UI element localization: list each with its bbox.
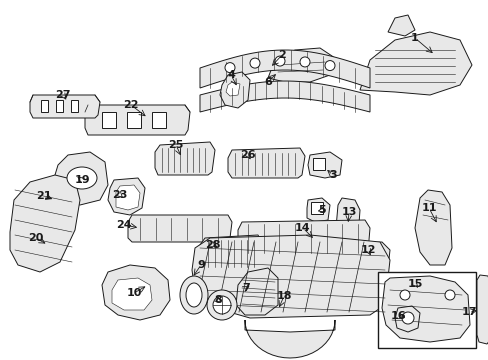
Polygon shape: [10, 175, 80, 272]
Polygon shape: [155, 142, 215, 175]
Bar: [349, 248, 364, 266]
Polygon shape: [192, 235, 389, 318]
Text: 6: 6: [264, 77, 271, 87]
Circle shape: [206, 290, 237, 320]
Polygon shape: [128, 215, 231, 242]
Text: 11: 11: [420, 203, 436, 213]
Text: 14: 14: [295, 223, 310, 233]
Polygon shape: [85, 105, 190, 135]
Bar: [152, 112, 165, 128]
Text: 25: 25: [168, 140, 183, 150]
Ellipse shape: [180, 276, 207, 314]
Circle shape: [401, 312, 413, 324]
Polygon shape: [476, 275, 488, 344]
Polygon shape: [359, 32, 471, 95]
Polygon shape: [341, 242, 389, 272]
Text: 19: 19: [74, 175, 90, 185]
Text: 24: 24: [116, 220, 132, 230]
Text: 18: 18: [276, 291, 291, 301]
Text: 13: 13: [341, 207, 356, 217]
Polygon shape: [225, 82, 240, 96]
Circle shape: [213, 296, 230, 314]
Text: 17: 17: [460, 307, 476, 317]
Text: 20: 20: [28, 233, 43, 243]
Polygon shape: [267, 48, 334, 82]
Bar: [377, 272, 475, 348]
Bar: [127, 112, 141, 128]
Bar: [102, 112, 116, 128]
Text: 21: 21: [36, 191, 52, 201]
Polygon shape: [244, 320, 334, 358]
Text: 8: 8: [214, 295, 222, 305]
Text: 15: 15: [407, 279, 422, 289]
Polygon shape: [238, 220, 369, 256]
Polygon shape: [414, 190, 451, 265]
Text: 12: 12: [360, 245, 375, 255]
Polygon shape: [307, 152, 341, 178]
Circle shape: [224, 63, 235, 73]
Text: 9: 9: [197, 260, 204, 270]
Text: 26: 26: [240, 150, 255, 160]
Polygon shape: [200, 235, 262, 270]
Bar: [71, 100, 78, 112]
Polygon shape: [387, 15, 414, 36]
Polygon shape: [112, 278, 152, 310]
Polygon shape: [236, 268, 278, 315]
Circle shape: [299, 57, 309, 67]
Ellipse shape: [67, 167, 97, 189]
Polygon shape: [108, 178, 145, 215]
Text: 16: 16: [390, 311, 406, 321]
Circle shape: [249, 58, 260, 68]
Text: 27: 27: [55, 90, 71, 100]
Polygon shape: [54, 190, 68, 213]
Circle shape: [325, 60, 334, 71]
Polygon shape: [200, 81, 369, 112]
Polygon shape: [220, 72, 249, 108]
Polygon shape: [335, 198, 359, 242]
Polygon shape: [200, 50, 369, 88]
Polygon shape: [306, 198, 329, 222]
Polygon shape: [48, 182, 75, 220]
Bar: [56, 100, 63, 112]
Ellipse shape: [185, 283, 202, 307]
Bar: [312, 158, 325, 170]
Polygon shape: [55, 152, 108, 205]
Text: 28: 28: [205, 240, 220, 250]
Polygon shape: [394, 306, 419, 332]
Text: 7: 7: [242, 283, 249, 293]
Circle shape: [274, 56, 285, 66]
Polygon shape: [30, 95, 100, 118]
Text: 22: 22: [123, 100, 139, 110]
Text: 3: 3: [328, 170, 336, 180]
Polygon shape: [102, 265, 170, 320]
Text: 5: 5: [318, 205, 325, 215]
Circle shape: [399, 290, 409, 300]
Text: 10: 10: [126, 288, 142, 298]
Polygon shape: [381, 276, 469, 342]
Bar: [310, 202, 323, 214]
Text: 2: 2: [278, 50, 285, 60]
Polygon shape: [227, 148, 305, 178]
Text: 4: 4: [226, 70, 234, 80]
Circle shape: [444, 290, 454, 300]
Text: 1: 1: [410, 33, 418, 43]
Text: 23: 23: [112, 190, 127, 200]
Polygon shape: [116, 185, 140, 210]
Bar: [41, 100, 48, 112]
